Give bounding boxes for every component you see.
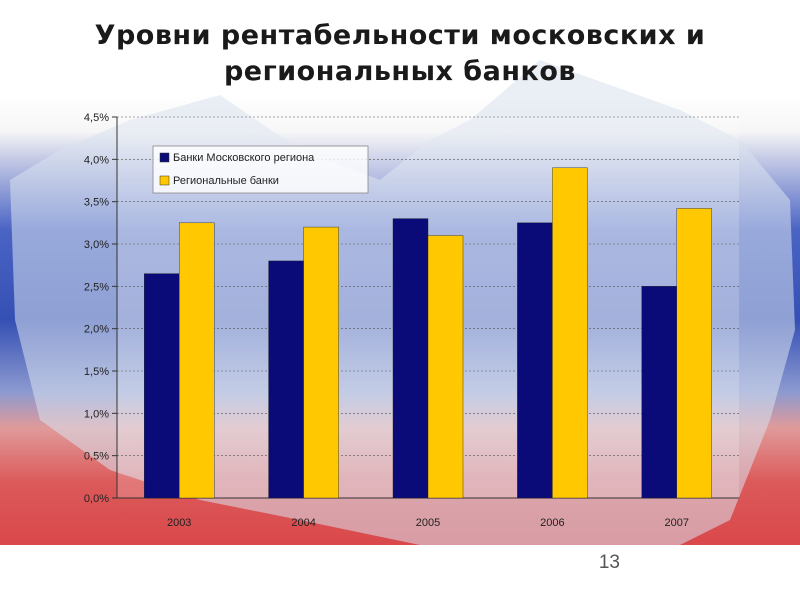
x-tick-label: 2004 <box>291 517 315 529</box>
legend: Банки Московского региона Региональные б… <box>152 145 369 194</box>
y-tick-label: 3,5% <box>84 197 109 209</box>
y-tick-label: 1,5% <box>84 366 109 378</box>
bar-moscow-2006 <box>517 222 553 499</box>
slide-title: Уровни рентабельности московских и регио… <box>0 18 800 90</box>
bar-chart: 0,0% 0,5% 1,0% 1,5% 2,0% 2,5% 3,0% 3,5% 4,0% 4,5%… <box>0 60 800 545</box>
legend-swatch-moscow <box>159 152 170 163</box>
legend-label-regional: Региональные банки <box>173 175 279 187</box>
bar-moscow-2003 <box>143 273 180 499</box>
legend-swatch-regional <box>159 175 170 186</box>
page-number: 13 <box>598 552 620 573</box>
x-tick-label: 2007 <box>665 517 689 529</box>
y-tick-label: 1,0% <box>84 408 109 420</box>
bar-regional-2003 <box>178 222 215 499</box>
y-tick-label: 0,5% <box>84 451 109 463</box>
y-tick-label: 4,5% <box>84 112 109 124</box>
bar-regional-2006 <box>552 167 588 499</box>
legend-label-moscow: Банки Московского региона <box>173 152 315 164</box>
bar-moscow-2004 <box>268 260 304 499</box>
bar-moscow-2007 <box>641 286 677 499</box>
y-tick-label: 4,0% <box>84 154 109 166</box>
x-tick-label: 2005 <box>416 517 440 529</box>
legend-box <box>152 145 369 194</box>
bar-regional-2004 <box>303 226 339 499</box>
bar-regional-2007 <box>676 208 712 499</box>
x-tick-label: 2003 <box>167 517 191 529</box>
x-tick-label: 2006 <box>540 517 564 529</box>
bar-moscow-2005 <box>392 218 429 499</box>
y-tick-label: 2,0% <box>84 324 109 336</box>
title-line-2: региональных банков <box>223 56 576 87</box>
title-line-1: Уровни рентабельности московских и <box>94 20 706 51</box>
y-tick-label: 0,0% <box>84 493 109 505</box>
y-tick-label: 2,5% <box>84 281 109 293</box>
y-tick-label: 3,0% <box>84 239 109 251</box>
bar-regional-2005 <box>427 235 464 499</box>
